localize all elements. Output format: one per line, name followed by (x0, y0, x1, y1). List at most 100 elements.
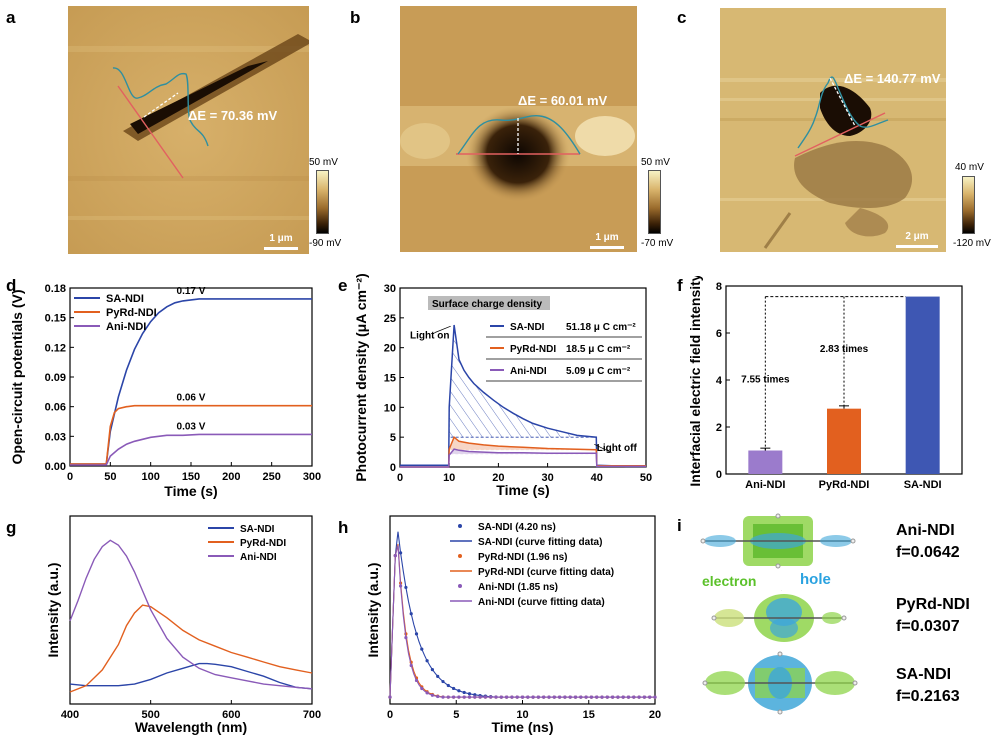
light-on-arrow (434, 325, 451, 334)
colorbar-max-b: 50 mV (641, 157, 670, 168)
light-off-label: Light off (597, 443, 638, 454)
plot-frame-g (69, 515, 313, 705)
panel-label-h: h (338, 518, 349, 537)
y-tick-label-d: 0.06 (45, 402, 66, 414)
panel-label-b: b (350, 8, 361, 27)
molecule-sa-ndi (702, 651, 858, 715)
legend-label-d-0: SA-NDI (106, 293, 144, 305)
colorbar-min-a: -90 mV (309, 238, 342, 249)
x-tick-label-e: 50 (640, 472, 652, 484)
kpfm-map-a (68, 6, 309, 254)
y-tick-label-f: 6 (716, 328, 722, 340)
y-tick-label-d: 0.15 (45, 313, 66, 325)
y-axis-title-f: Interfacial electric field intensity (687, 276, 703, 487)
x-tick-label-d: 300 (303, 471, 321, 483)
x-tick-label-h: 5 (453, 709, 459, 721)
mol-f-pyrd: f=0.0307 (896, 618, 960, 635)
kpfm-image-a (68, 6, 309, 254)
bar-f-1 (827, 408, 861, 474)
series-line-e-1 (400, 435, 646, 468)
y-tick-label-d: 0.09 (45, 372, 66, 384)
y-tick-label-e: 25 (384, 313, 396, 325)
legend-marker-h-0 (458, 524, 462, 528)
delta-e-b: ΔE = 60.01 mV (518, 93, 608, 108)
table-name-e-2: Ani-NDI (510, 366, 547, 377)
colorbar-c (962, 176, 975, 234)
annotation-d-0: 0.17 V (177, 286, 206, 297)
chart-d: 0 50 100 150 200 250 300 0.00 0.03 0.06 0.09 0.12 0.… (9, 283, 321, 499)
x-tick-label-h: 10 (516, 709, 528, 721)
mol-name-ani: Ani-NDI (896, 522, 955, 539)
legend-label-g-0: SA-NDI (240, 524, 275, 535)
bar-f-2 (905, 296, 940, 474)
hole-label: hole (800, 571, 831, 588)
y-tick-label-d: 0.00 (45, 461, 66, 473)
table-title-e: Surface charge density (432, 299, 542, 310)
delta-e-a: ΔE = 70.36 mV (188, 108, 278, 123)
annotation-d-1: 0.06 V (177, 393, 206, 404)
x-tick-label-g: 700 (303, 709, 321, 721)
mol-name-sa: SA-NDI (896, 666, 952, 683)
legend-label-h-2: PyRd-NDI (1.96 ns) (478, 552, 567, 563)
series-line-g-1 (69, 604, 313, 693)
chart-f: 0 2 4 6 8 Interfacial electric field intensit… (687, 276, 963, 491)
panel-label-i: i (677, 516, 682, 535)
y-axis-title-d: Open-circuit potentials (V) (9, 289, 25, 464)
legend-label-h-1: SA-NDI (curve fitting data) (478, 537, 602, 548)
y-axis-title-e: Photocurrent density (μA cm⁻²) (353, 273, 369, 481)
legend-label-d-1: PyRd-NDI (106, 307, 157, 319)
y-tick-label-e: 10 (384, 402, 396, 414)
legend-label-d-2: Ani-NDI (106, 321, 146, 333)
y-tick-label-d: 0.18 (45, 283, 66, 295)
x-tick-label-d: 150 (182, 471, 200, 483)
panel-label-e: e (338, 276, 348, 295)
legend-label-h-5: Ani-NDI (curve fitting data) (478, 597, 605, 608)
legend-label-h-3: PyRd-NDI (curve fitting data) (478, 567, 614, 578)
x-axis-title-h: Time (ns) (492, 719, 554, 735)
x-tick-label-h: 20 (649, 709, 661, 721)
x-tick-label-e: 30 (541, 472, 553, 484)
x-tick-label-f-0: Ani-NDI (745, 479, 785, 491)
panel-label-a: a (6, 8, 16, 27)
kpfm-image-b (400, 6, 637, 252)
legend-label-g-1: PyRd-NDI (240, 538, 286, 549)
table-name-e-1: PyRd-NDI (510, 344, 556, 355)
scale-label-c: 2 μm (905, 231, 929, 242)
x-tick-label-d: 50 (104, 471, 116, 483)
annotation-f-1: 2.83 times (820, 344, 869, 355)
series-line-d-1 (70, 404, 312, 465)
scale-label-a: 1 μm (269, 233, 293, 244)
y-tick-label-f: 4 (716, 375, 723, 387)
colorbar-min-c: -120 mV (953, 238, 991, 249)
series-line-e-2 (400, 448, 646, 468)
scale-bar-b: 1 μm (590, 232, 624, 249)
colorbar-max-a: 50 mV (309, 157, 338, 168)
kpfm-map-b (400, 6, 637, 252)
table-value-e-2: 5.09 μ C cm⁻² (566, 366, 631, 377)
x-tick-label-g: 500 (141, 709, 159, 721)
electron-label: electron (702, 573, 757, 589)
table-name-e-0: SA-NDI (510, 322, 545, 333)
annotation-d-2: 0.03 V (177, 421, 206, 432)
panel-label-d: d (6, 276, 17, 295)
x-tick-label-h: 0 (387, 709, 393, 721)
panel-label-g: g (6, 518, 17, 537)
scale-bar-a: 1 μm (264, 233, 298, 250)
mol-text-sa: SA-NDI f=0.2163 (896, 664, 960, 708)
legend-marker-h-4 (458, 584, 462, 588)
data-point-h-2 (388, 695, 392, 699)
light-off-arrow (594, 443, 612, 454)
fit-line-h-2 (389, 545, 655, 698)
molecule-ani-ndi (700, 513, 856, 569)
scale-label-b: 1 μm (595, 232, 619, 243)
series-line-g-2 (69, 539, 313, 690)
y-tick-label-f: 8 (716, 281, 722, 293)
scale-line-c (896, 245, 938, 248)
panel-label-f: f (677, 276, 683, 295)
x-tick-label-g: 600 (222, 709, 240, 721)
colorbar-min-b: -70 mV (641, 238, 674, 249)
chart-g: 400 500 600 700 Wavelength (nm) Intensity (a.… (45, 515, 321, 735)
y-tick-label-f: 0 (716, 469, 722, 481)
y-tick-label-d: 0.12 (45, 342, 66, 354)
